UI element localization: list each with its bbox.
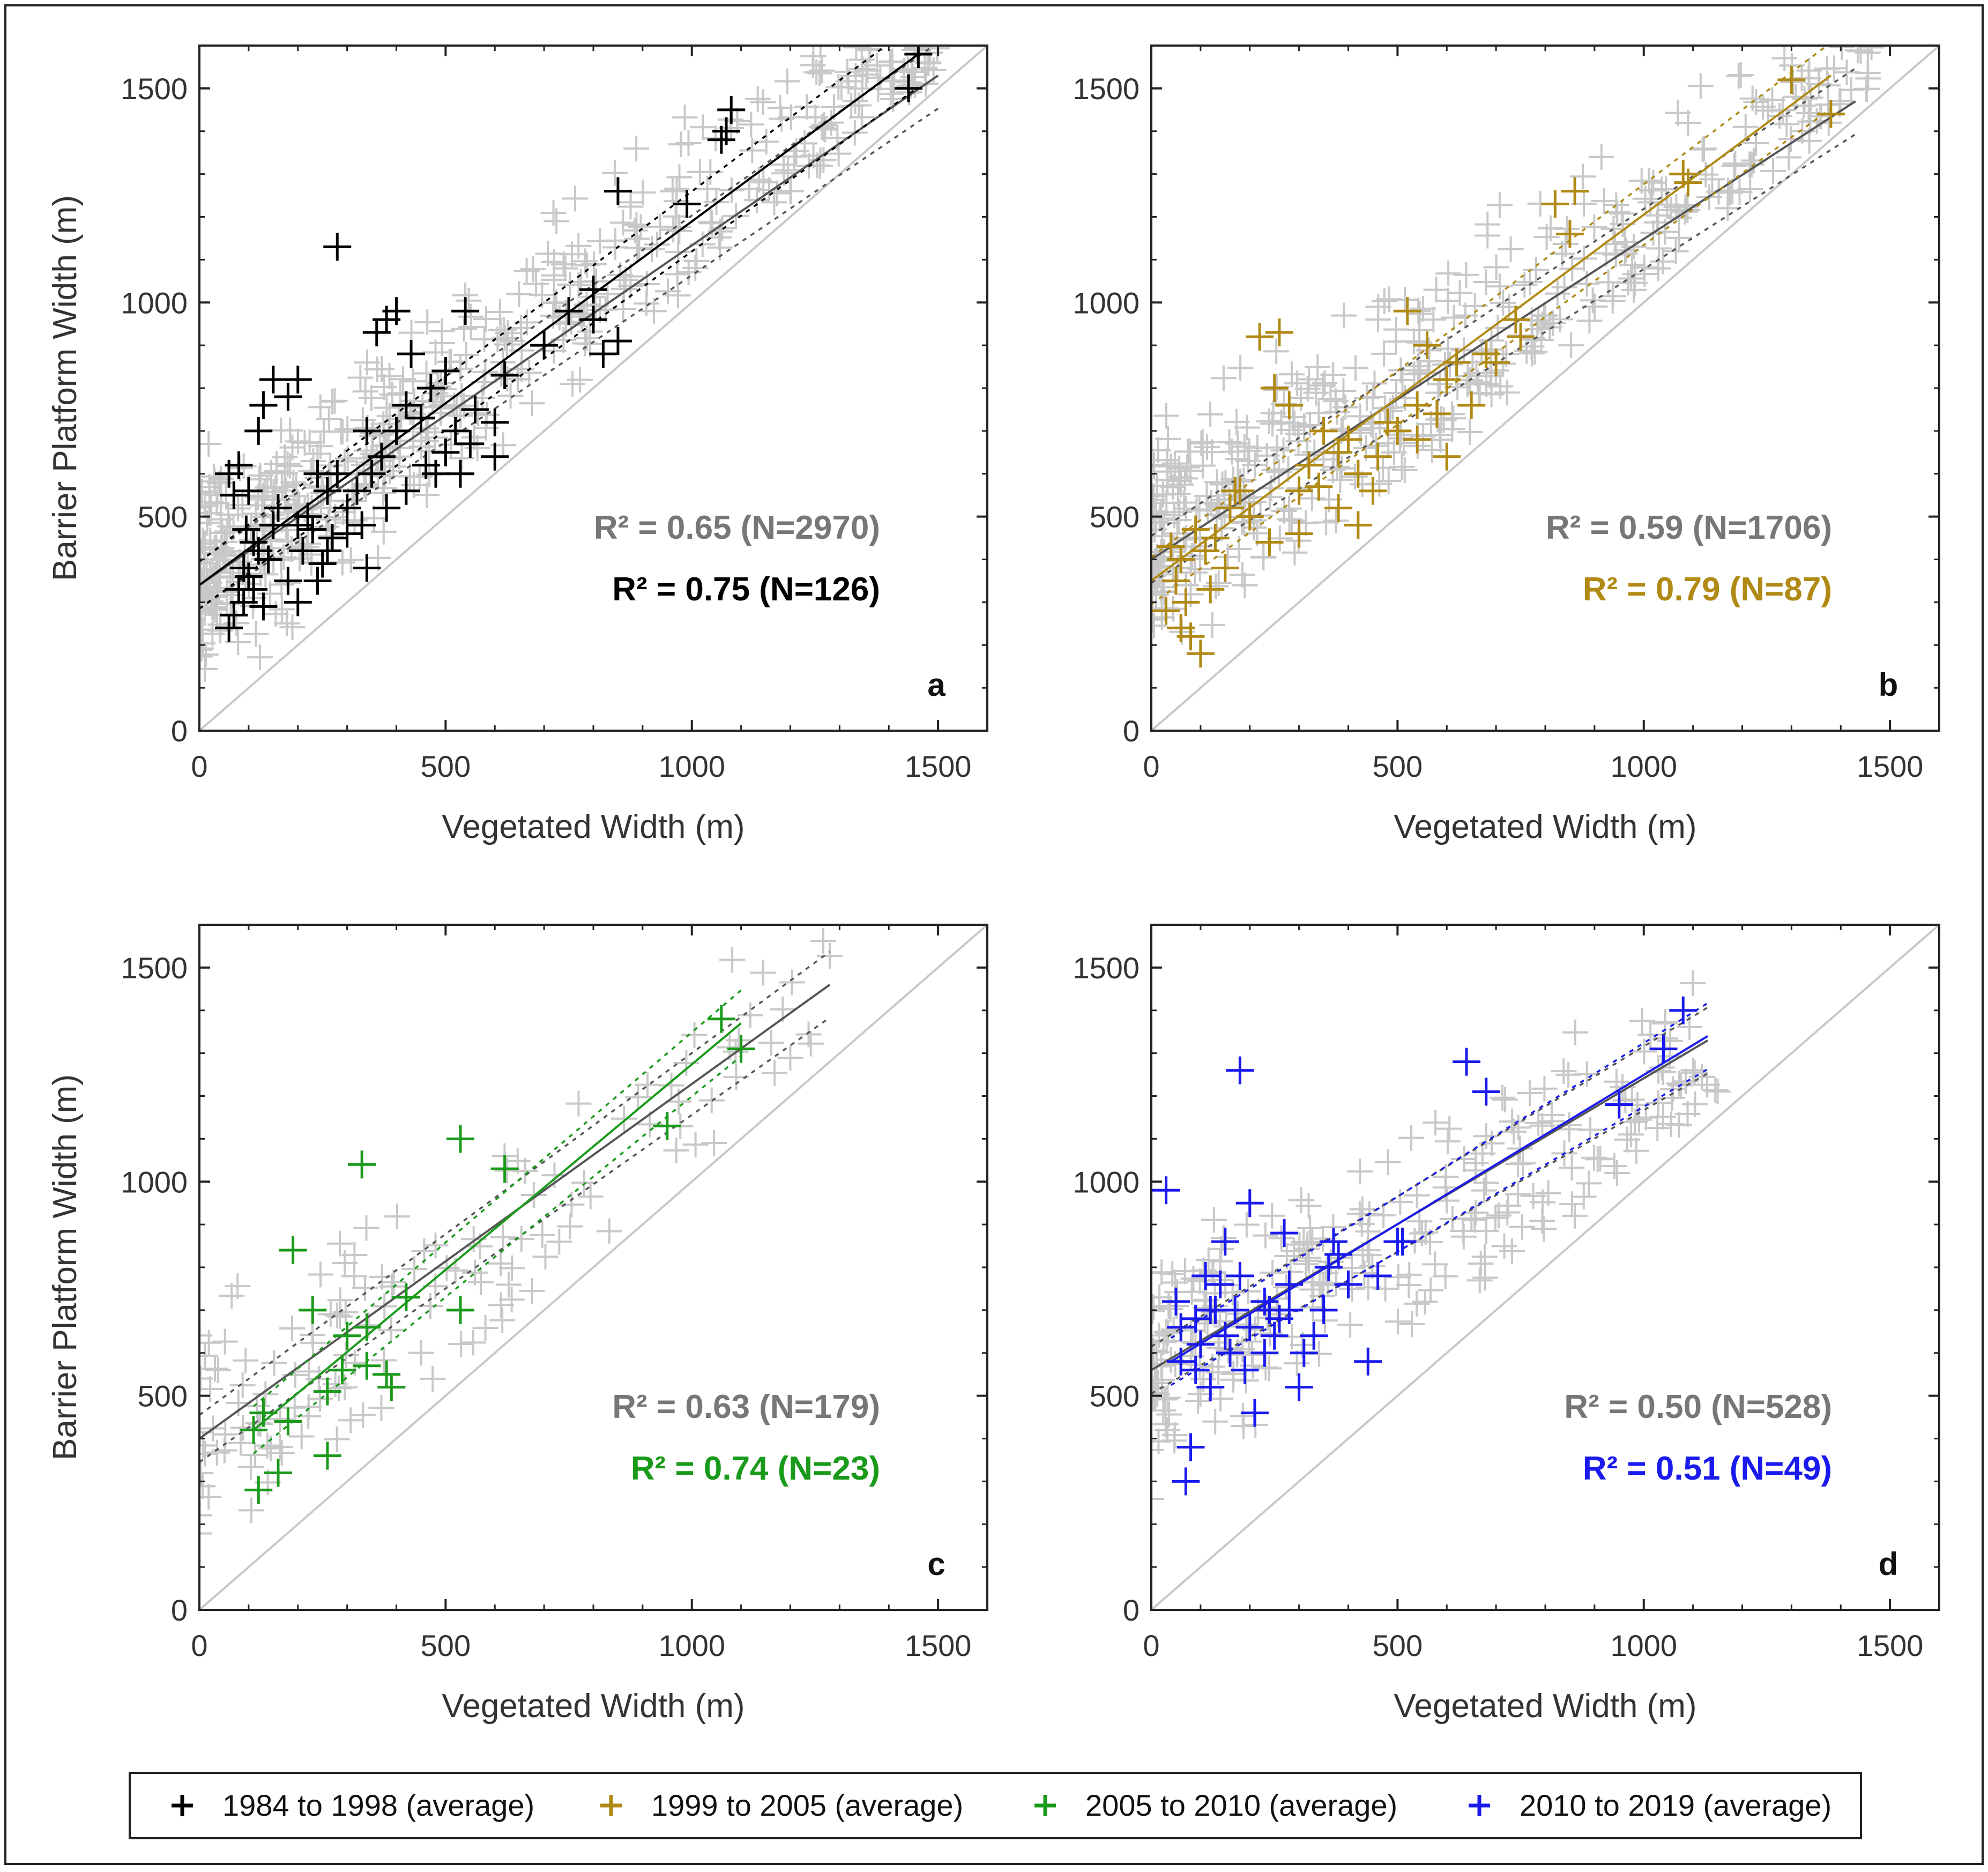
x-tick-label: 0 [1143,749,1159,783]
y-tick-label: 500 [1090,500,1140,534]
x-tick-label: 1500 [905,1629,972,1662]
x-axis-label: Vegetated Width (m) [1394,808,1696,845]
y-tick-label: 1000 [121,1165,188,1199]
y-tick-label: 0 [171,1593,188,1627]
y-tick-label: 0 [171,714,188,748]
r2-all-label: R² = 0.59 (N=1706) [1546,509,1832,546]
x-axis-label: Vegetated Width (m) [442,1688,744,1725]
x-tick-label: 1500 [905,749,972,783]
x-tick-label: 0 [191,749,207,783]
r2-all-label: R² = 0.63 (N=179) [612,1388,880,1425]
figure-frame [5,5,1983,1864]
x-tick-label: 0 [191,1629,207,1662]
x-tick-label: 1000 [658,749,725,783]
y-tick-label: 1500 [121,951,188,985]
y-tick-label: 1500 [1073,72,1140,106]
y-tick-label: 1000 [1073,286,1140,320]
y-tick-label: 1000 [121,286,188,320]
r2-subset-label: R² = 0.79 (N=87) [1583,571,1832,608]
panel-letter: b [1879,667,1898,703]
y-tick-label: 500 [138,1379,188,1413]
x-tick-label: 500 [421,749,471,783]
r2-subset-label: R² = 0.75 (N=126) [612,571,880,608]
y-tick-label: 0 [1123,714,1140,748]
panel-letter: c [927,1546,945,1582]
r2-all-label: R² = 0.65 (N=2970) [594,509,880,546]
x-tick-label: 1000 [1610,749,1677,783]
x-tick-label: 500 [421,1629,471,1662]
y-tick-label: 500 [138,500,188,534]
x-tick-label: 1000 [658,1629,725,1662]
panel-letter: a [927,667,945,703]
y-axis-label: Barrier Platform Width (m) [47,195,84,581]
y-tick-label: 1500 [121,72,188,106]
x-tick-label: 500 [1373,749,1423,783]
x-tick-label: 1500 [1857,749,1924,783]
x-axis-label: Vegetated Width (m) [442,808,744,845]
y-axis-label: Barrier Platform Width (m) [47,1074,84,1460]
r2-subset-label: R² = 0.74 (N=23) [631,1450,880,1487]
